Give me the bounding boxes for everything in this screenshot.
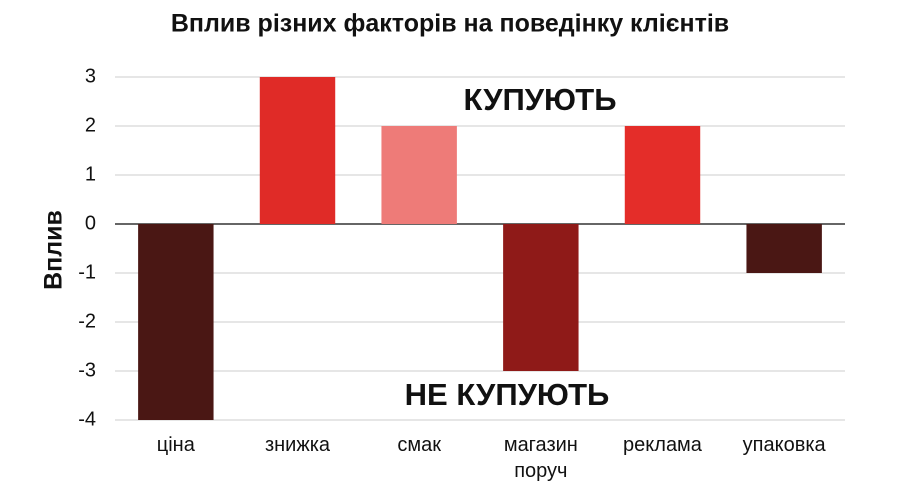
y-tick-label: -1 — [78, 261, 96, 283]
x-tick-label: реклама — [623, 434, 702, 456]
x-tick-label: смак — [397, 434, 441, 456]
y-tick-label: -2 — [78, 310, 96, 332]
y-axis-label: Вплив — [40, 210, 68, 290]
bar — [381, 126, 457, 224]
annotation: КУПУЮТЬ — [464, 82, 617, 117]
x-tick-label: знижка — [264, 434, 331, 456]
y-tick-label: 0 — [85, 212, 96, 234]
bar — [503, 224, 579, 371]
y-tick-label: 1 — [85, 163, 96, 185]
bar — [138, 224, 214, 420]
y-tick-label: -4 — [78, 408, 96, 430]
y-tick-label: 3 — [85, 65, 96, 87]
y-tick-label: 2 — [85, 114, 96, 136]
y-tick-label: -3 — [78, 359, 96, 381]
chart-title: Вплив різних факторів на поведінку клієн… — [171, 10, 729, 38]
x-tick-label: упаковка — [742, 434, 826, 456]
x-tick-label: магазин поруч — [503, 434, 578, 482]
bar — [624, 126, 701, 224]
bar — [259, 77, 336, 224]
x-tick-label: ціна — [156, 434, 195, 456]
annotation: НЕ КУПУЮТЬ — [405, 377, 610, 412]
bar — [746, 224, 822, 273]
